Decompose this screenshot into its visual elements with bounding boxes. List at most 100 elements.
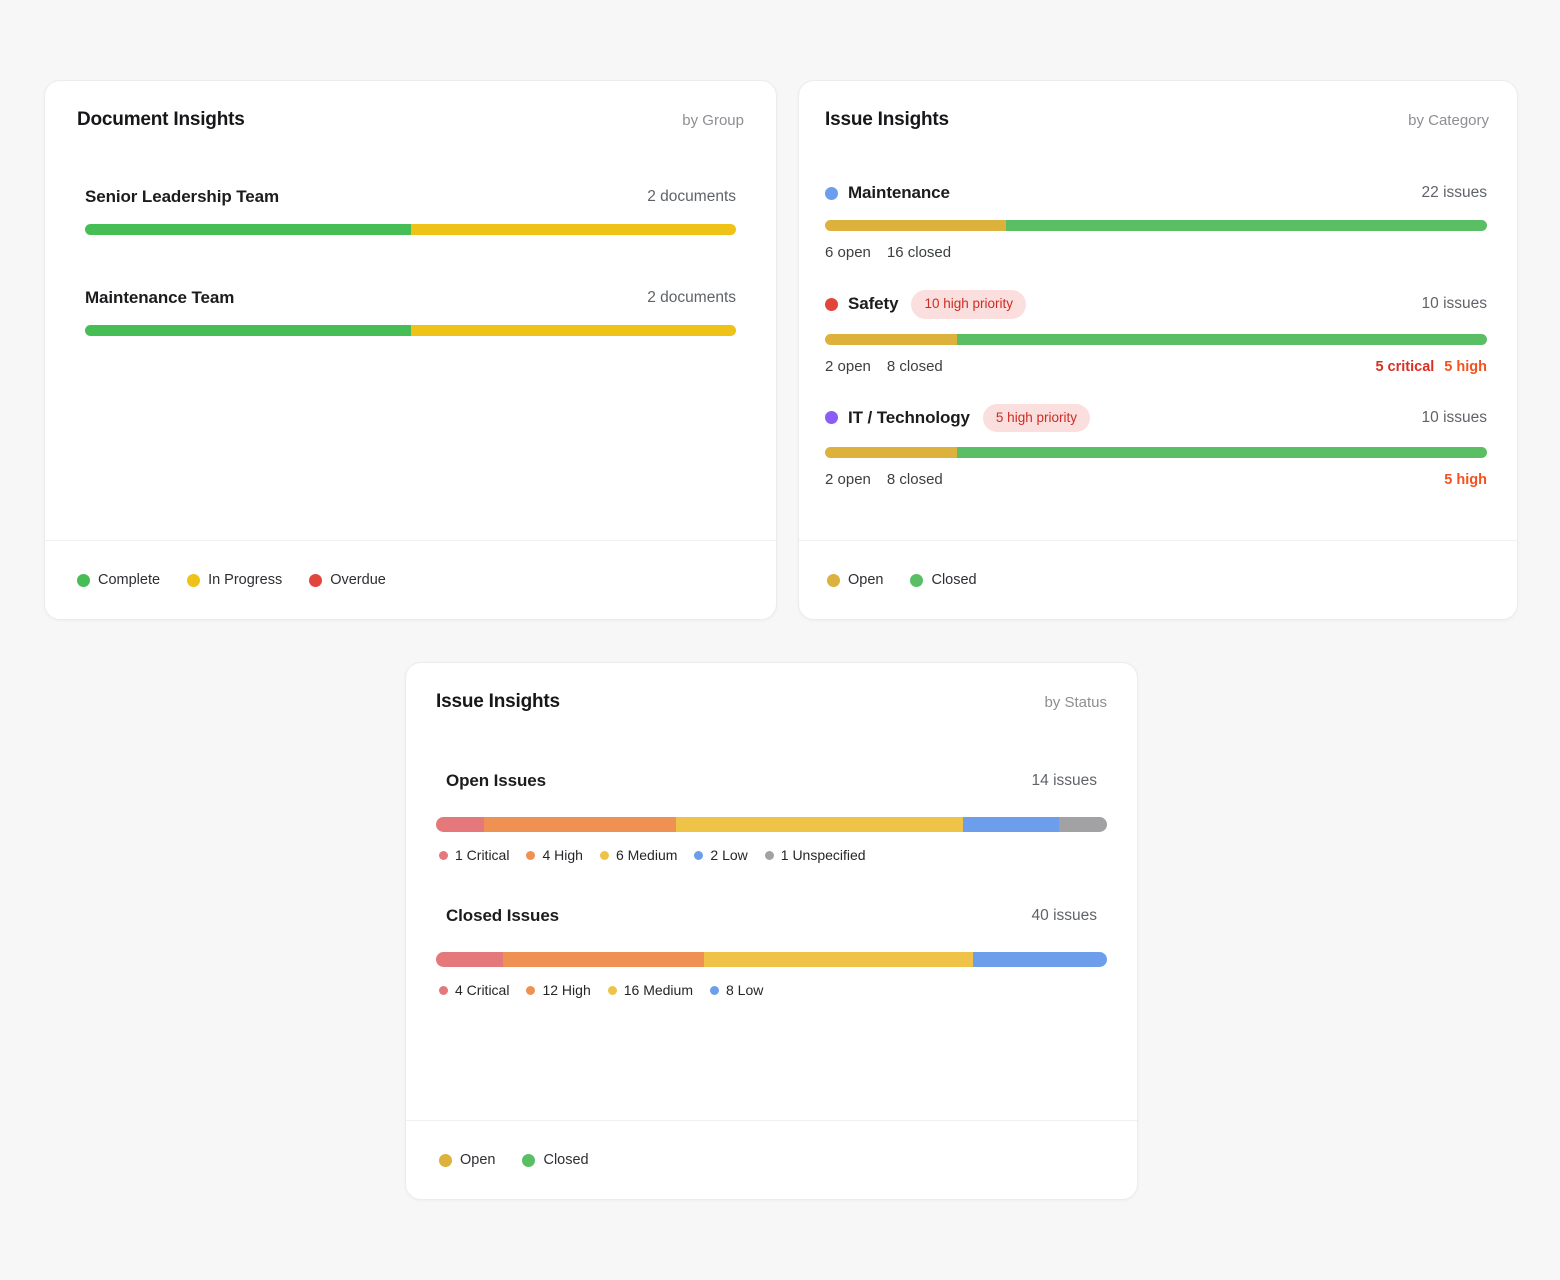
- severity-counts: 5 high: [1434, 470, 1487, 490]
- card-body: Open Issues 14 issues 1 Critical 4 High …: [406, 713, 1137, 1120]
- severity-bar: [436, 952, 1107, 967]
- high-count: 5 high: [1444, 359, 1487, 375]
- closed-dot-icon: [910, 574, 923, 587]
- card-body: Senior Leadership Team 2 documents Maint…: [45, 131, 776, 540]
- legend-item-open: Open: [827, 572, 883, 588]
- issue-insights-status-card: Issue Insights by Status Open Issues 14 …: [405, 662, 1138, 1200]
- legend-label: Open: [460, 1152, 495, 1168]
- legend-label: Open: [848, 572, 883, 588]
- open-count: 6 open: [825, 244, 871, 261]
- bar-segment: [85, 224, 411, 235]
- legend-item-closed: Closed: [910, 572, 976, 588]
- severity-legend-item-medium: 6 Medium: [600, 847, 677, 863]
- medium-dot-icon: [608, 986, 617, 995]
- document-group-row: Senior Leadership Team 2 documents: [85, 185, 736, 235]
- open-closed-counts: 2 open8 closed: [825, 470, 959, 490]
- high-dot-icon: [526, 851, 535, 860]
- bar-segment: [1006, 220, 1487, 231]
- critical-dot-icon: [439, 851, 448, 860]
- card-body: Maintenance 22 issues 6 open 16 closed Sa…: [799, 131, 1517, 540]
- card-grouping-label: by Group: [682, 112, 744, 129]
- overdue-dot-icon: [309, 574, 322, 587]
- severity-legend-label: 1 Critical: [455, 847, 509, 863]
- bar-segment: [957, 447, 1487, 458]
- progress-bar: [85, 224, 736, 235]
- row-head: Closed Issues 40 issues: [436, 904, 1107, 928]
- severity-counts: 5 critical 5 high: [1365, 357, 1487, 377]
- severity-legend-label: 16 Medium: [624, 982, 693, 998]
- category-dot-icon: [825, 187, 838, 200]
- open-closed-bar: [825, 334, 1487, 345]
- open-closed-bar: [825, 220, 1487, 231]
- row-meta: 6 open 16 closed: [825, 243, 1487, 263]
- severity-legend: 4 Critical 12 High 16 Medium 8 Low: [436, 982, 1107, 998]
- row-head: Maintenance 22 issues: [825, 181, 1487, 205]
- category-name: Maintenance: [848, 181, 950, 205]
- closed-count: 8 closed: [887, 358, 943, 375]
- closed-dot-icon: [522, 1154, 535, 1167]
- high-count: 5 high: [1444, 472, 1487, 488]
- bar-segment: [484, 817, 676, 832]
- card-legend: Open Closed: [406, 1120, 1137, 1199]
- issue-count: 10 issues: [1422, 295, 1487, 313]
- severity-legend-label: 4 High: [542, 847, 582, 863]
- severity-legend-item-unspecified: 1 Unspecified: [765, 847, 866, 863]
- bar-segment: [676, 817, 964, 832]
- bar-segment: [436, 817, 484, 832]
- severity-legend-item-medium: 16 Medium: [608, 982, 693, 998]
- severity-legend-label: 12 High: [542, 982, 590, 998]
- severity-legend-item-low: 2 Low: [694, 847, 747, 863]
- legend-item-open: Open: [439, 1152, 495, 1168]
- category-name: IT / Technology: [848, 406, 970, 430]
- legend-label: Overdue: [330, 572, 386, 588]
- bar-segment: [411, 325, 737, 336]
- issue-count: 14 issues: [1032, 772, 1097, 790]
- card-header: Issue Insights by Category: [799, 81, 1517, 131]
- open-closed-counts: 2 open8 closed: [825, 357, 959, 377]
- high-priority-badge: 5 high priority: [983, 404, 1090, 433]
- severity-legend-label: 1 Unspecified: [781, 847, 866, 863]
- card-title: Document Insights: [77, 109, 245, 131]
- card-header: Document Insights by Group: [45, 81, 776, 131]
- category-name: Safety: [848, 292, 898, 316]
- status-row-closed: Closed Issues 40 issues 4 Critical 12 Hi…: [436, 904, 1107, 998]
- bar-segment: [825, 447, 957, 458]
- critical-count: 5 critical: [1375, 359, 1434, 375]
- issue-insights-category-card: Issue Insights by Category Maintenance 2…: [798, 80, 1518, 620]
- card-title: Issue Insights: [436, 691, 560, 713]
- row-meta: 2 open8 closed 5 high: [825, 470, 1487, 490]
- legend-item-in-progress: In Progress: [187, 572, 282, 588]
- row-meta: 2 open8 closed 5 critical 5 high: [825, 357, 1487, 377]
- category-row-safety: Safety 10 high priority 10 issues 2 open…: [825, 290, 1487, 377]
- bar-segment: [503, 952, 704, 967]
- closed-count: 8 closed: [887, 471, 943, 488]
- high-dot-icon: [526, 986, 535, 995]
- document-insights-card: Document Insights by Group Senior Leader…: [44, 80, 777, 620]
- severity-legend-item-high: 12 High: [526, 982, 590, 998]
- group-name: Maintenance Team: [85, 286, 234, 310]
- status-name: Closed Issues: [446, 904, 559, 928]
- open-closed-counts: 6 open 16 closed: [825, 243, 967, 263]
- row-head: Senior Leadership Team 2 documents: [85, 185, 736, 209]
- bar-segment: [963, 817, 1059, 832]
- card-grouping-label: by Category: [1408, 112, 1489, 129]
- high-priority-badge: 10 high priority: [911, 290, 1026, 319]
- status-name: Open Issues: [446, 769, 546, 793]
- bar-segment: [411, 224, 737, 235]
- severity-legend-item-critical: 1 Critical: [439, 847, 509, 863]
- open-dot-icon: [439, 1154, 452, 1167]
- row-head: Maintenance Team 2 documents: [85, 286, 736, 310]
- legend-item-complete: Complete: [77, 572, 160, 588]
- critical-dot-icon: [439, 986, 448, 995]
- closed-count: 16 closed: [887, 244, 951, 261]
- document-group-row: Maintenance Team 2 documents: [85, 286, 736, 336]
- row-head: Open Issues 14 issues: [436, 769, 1107, 793]
- complete-dot-icon: [77, 574, 90, 587]
- issue-count: 22 issues: [1422, 184, 1487, 202]
- progress-bar: [85, 325, 736, 336]
- bar-segment: [825, 220, 1006, 231]
- severity-bar: [436, 817, 1107, 832]
- issue-count: 10 issues: [1422, 409, 1487, 427]
- bar-segment: [85, 325, 411, 336]
- unspecified-dot-icon: [765, 851, 774, 860]
